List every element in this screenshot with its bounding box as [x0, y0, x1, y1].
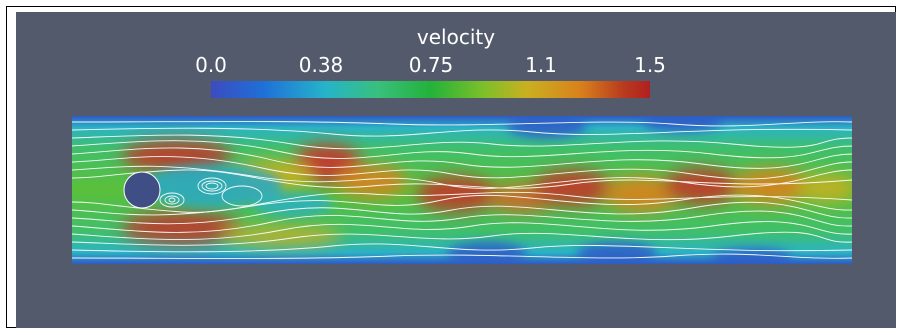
legend-tick-label: 0.0 [195, 53, 227, 77]
velocity-field [122, 140, 852, 246]
legend-title: velocity [416, 25, 496, 49]
legend-tick-label: 1.5 [634, 53, 666, 77]
streamlines [72, 121, 852, 259]
render-viewport[interactable]: velocity 0.0 0.38 0.75 1.1 1.5 [16, 12, 896, 328]
colorbar [211, 81, 650, 98]
legend-tick-label: 0.75 [408, 53, 454, 77]
legend-tick-label: 1.1 [525, 53, 557, 77]
legend-tick-label: 0.38 [298, 53, 344, 77]
flow-visualization [72, 116, 852, 264]
cylinder-obstacle [123, 171, 161, 209]
